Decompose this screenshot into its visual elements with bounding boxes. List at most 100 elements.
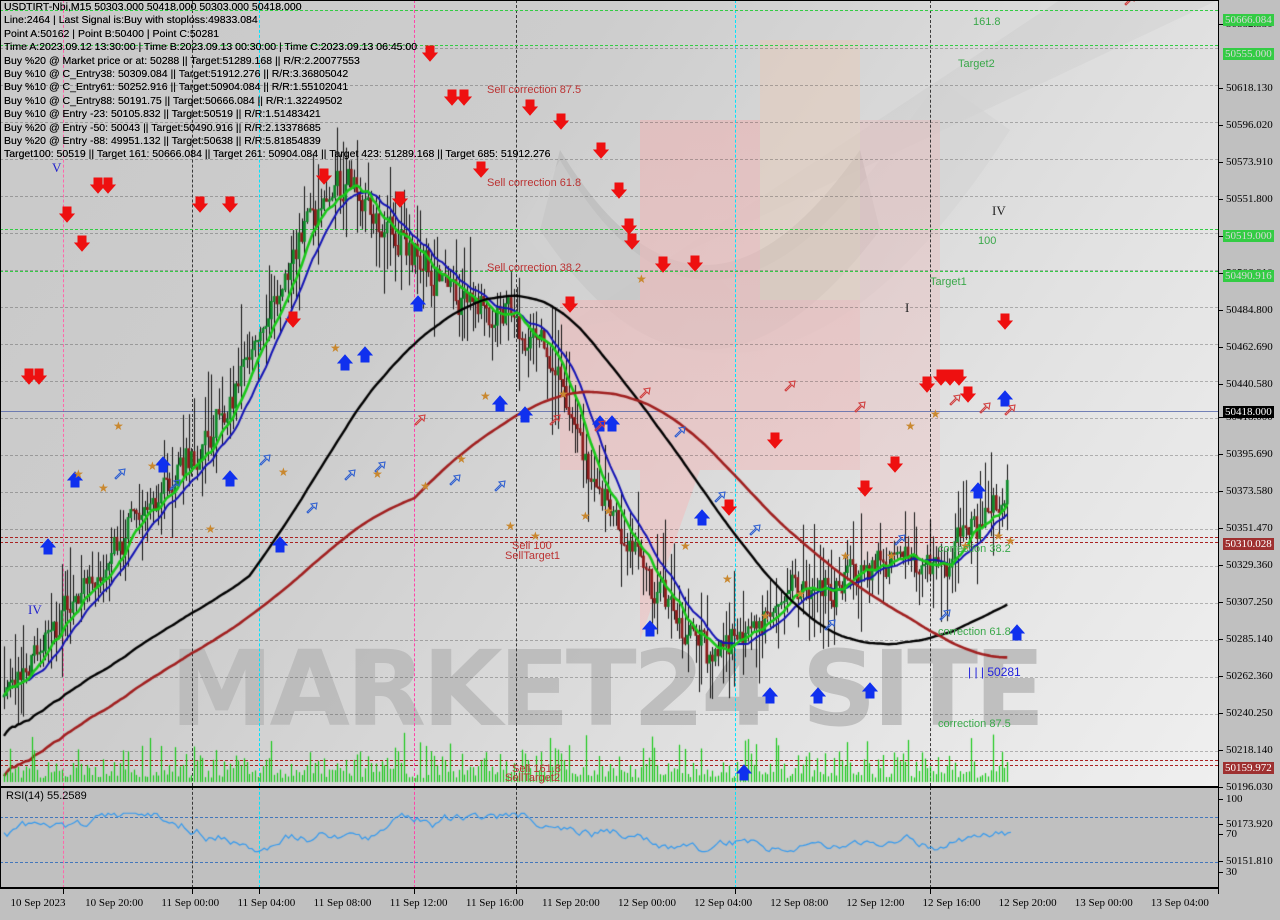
fib-label: correction 61.8 [938,626,1011,638]
price-tick [1218,454,1223,455]
time-label: 11 Sep 12:00 [389,897,448,909]
header-line: Buy %20 @ Entry -88: 49951.132 || Target… [4,135,321,148]
price-tick [1218,750,1223,751]
sell-label: Sell 100 [512,540,552,552]
price-tick [1218,347,1223,348]
time-tick [930,888,931,894]
price-tick [1218,199,1223,200]
price-tick [1218,417,1223,418]
sell-label: Sell correction 38.2 [487,262,582,274]
price-tick [1218,384,1223,385]
price-tick [1218,824,1223,825]
price-highlight-label: 50666.084 [1223,14,1274,26]
time-label: 12 Sep 16:00 [922,897,981,909]
price-label: 50307.250 [1226,596,1273,608]
time-tick [735,888,736,894]
rsi-tick [1218,799,1223,800]
header-line: Point A:50162 | Point B:50400 | Point C:… [4,27,220,40]
price-label: 50551.800 [1226,193,1273,205]
price-label: 50240.250 [1226,707,1273,719]
time-label: 11 Sep 20:00 [542,897,600,909]
rsi-tick [1218,872,1223,873]
rsi-line-canvas [0,787,1218,888]
price-label: 50218.140 [1226,744,1273,756]
price-tick [1218,88,1223,89]
header-line: Line:2464 | Last Signal is:Buy with stop… [4,14,258,27]
rsi-scale-label: 30 [1226,866,1237,878]
header-line: Buy %10 @ Entry -23: 50105.832 || Target… [4,108,321,121]
fib-label: Target2 [958,58,995,70]
time-tick [1218,888,1219,894]
fib-label: correction 87.5 [938,718,1011,730]
rsi-scale-label: 70 [1226,828,1237,840]
price-highlight-label: 50519.000 [1223,230,1274,242]
header-line: Target100: 50519 || Target 161: 50666.08… [4,148,551,161]
time-label: 10 Sep 2023 [10,897,66,909]
price-tick [1218,639,1223,640]
price-tick [1218,273,1223,274]
time-label: 12 Sep 08:00 [770,897,829,909]
price-label: 50173.920 [1226,818,1273,830]
rsi-subwindow[interactable]: RSI(14) 55.2589 [0,787,1218,888]
price-tick [1218,24,1223,25]
sell-label: SellTarget2 [505,772,561,784]
main-chart-pane[interactable]: MARKET24 SITE [0,0,1218,786]
header-line: Buy %20 @ Market price or at: 50288 || T… [4,54,360,67]
time-label: 11 Sep 00:00 [161,897,220,909]
time-label: 12 Sep 20:00 [998,897,1057,909]
time-tick [63,888,64,894]
price-candles-canvas [0,0,1218,786]
price-scale[interactable]: 50882.35050618.13050596.02050573.9105055… [1218,0,1280,888]
price-highlight-label: 50490.916 [1223,270,1274,282]
time-scale[interactable]: 10 Sep 2023 10 Sep 20:00 11 Sep 00:00 11 Se… [0,888,1280,920]
wave-label: IV [28,602,42,617]
price-label: 50151.810 [1226,855,1273,867]
time-label: 10 Sep 20:00 [85,897,144,909]
price-tick [1218,236,1223,237]
price-tick [1218,787,1223,788]
time-label: 11 Sep 04:00 [237,897,296,909]
sell-label: Sell correction 61.8 [487,177,582,189]
time-label: 12 Sep 12:00 [846,897,905,909]
price-tick [1218,861,1223,862]
fib-label: 161.8 [973,16,1001,28]
price-tick [1218,125,1223,126]
price-tick [1218,310,1223,311]
price-label: 50262.360 [1226,670,1273,682]
price-highlight-label: 50159.972 [1223,762,1274,774]
price-label: 50196.030 [1226,781,1273,793]
time-tick [192,888,193,894]
price-tick [1218,491,1223,492]
time-label: 12 Sep 00:00 [617,897,677,909]
price-label: 50618.130 [1226,82,1273,94]
price-label: 50285.140 [1226,633,1273,645]
price-label: 50329.360 [1226,559,1273,571]
time-tick [259,888,260,894]
wave-label: I [905,300,910,315]
price-label: 50596.020 [1226,119,1273,131]
chart-header-info: USDTIRT-Nbi,M15 50303.000 50418.000 5030… [4,1,550,162]
header-line: Time A:2023.09.12 13:30:00 | Time B:2023… [4,41,418,54]
price-label: 50484.800 [1226,304,1273,316]
fib-label: Target1 [930,276,967,288]
header-line: Buy %10 @ C_Entry38: 50309.084 || Target… [4,68,349,81]
time-label: 12 Sep 04:00 [694,897,753,909]
sell-label: Sell 161.8 [512,763,561,775]
rsi-indicator-label: RSI(14) 55.2589 [6,790,87,802]
price-label: 50440.580 [1226,378,1273,390]
pricetag: | | | 50281 [968,665,1021,679]
time-tick [516,888,517,894]
price-label: 50395.690 [1226,448,1273,460]
sell-label: Sell correction 87.5 [487,84,582,96]
fib-label: 100 [978,235,997,247]
header-line: Buy %20 @ Entry -50: 50043 || Target:504… [4,121,321,134]
price-label: 50573.910 [1226,156,1273,168]
price-highlight-label: 50310.028 [1223,538,1274,550]
rsi-tick [1218,834,1223,835]
price-label: 50462.690 [1226,341,1273,353]
header-line: Buy %10 @ C_Entry88: 50191.75 || Target:… [4,94,343,107]
price-label: 50351.470 [1226,522,1273,534]
time-label: 11 Sep 08:00 [313,897,372,909]
symbol-ohlc-line: USDTIRT-Nbi,M15 50303.000 50418.000 5030… [4,1,302,13]
